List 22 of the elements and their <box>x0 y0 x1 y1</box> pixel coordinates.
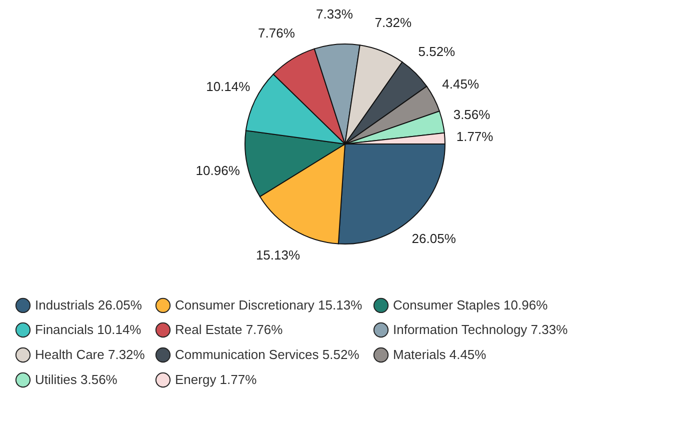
data-label: 4.45% <box>442 76 480 92</box>
legend-label: Information Technology 7.33% <box>393 322 568 337</box>
legend-label: Communication Services 5.52% <box>175 347 360 362</box>
data-label: 10.14% <box>206 79 251 94</box>
data-label: 7.76% <box>258 26 296 41</box>
data-label: 3.56% <box>453 107 491 122</box>
legend-label: Energy 1.77% <box>175 372 258 387</box>
data-label: 10.96% <box>196 163 240 178</box>
data-label: 7.33% <box>316 6 354 22</box>
data-label: 15.13% <box>256 247 300 262</box>
legend-label: Financials 10.14% <box>35 322 142 337</box>
data-label: 7.32% <box>374 15 412 30</box>
legend-label: Utilities 3.56% <box>35 372 118 387</box>
data-label: 5.52% <box>418 44 456 59</box>
legend-label: Materials 4.45% <box>393 347 487 362</box>
legend-label: Consumer Discretionary 15.13% <box>175 297 363 312</box>
legend-label: Consumer Staples 10.96% <box>393 297 548 312</box>
legend-label: Health Care 7.32% <box>35 347 146 362</box>
legend-label: Real Estate 7.76% <box>175 322 284 337</box>
data-label: 1.77% <box>456 128 494 144</box>
legend-label: Industrials 26.05% <box>35 297 142 312</box>
data-label: 26.05% <box>412 230 456 246</box>
